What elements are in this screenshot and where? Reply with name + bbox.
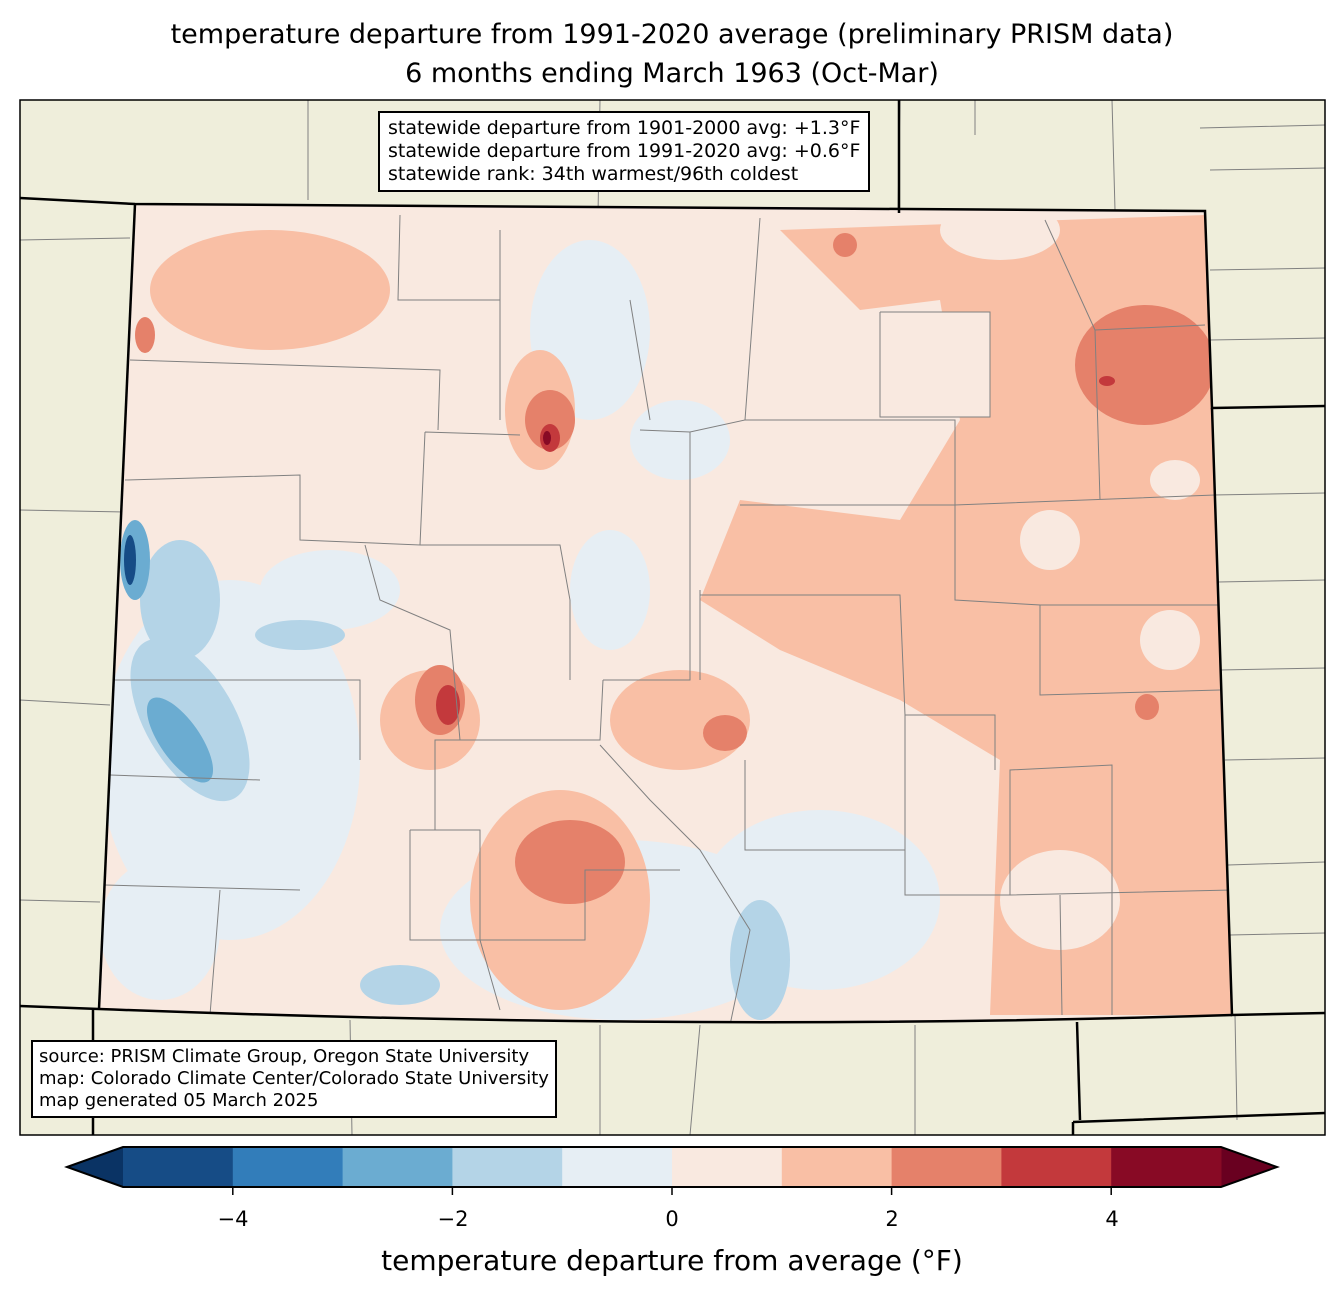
map-title-line1: temperature departure from 1991-2020 ave…	[170, 19, 1174, 50]
stat-departure-1901-2000: statewide departure from 1901-2000 avg: …	[388, 117, 861, 139]
colorbar-outline	[64, 1146, 1280, 1188]
colorbar-tick-label: 4	[1105, 1207, 1119, 1231]
temperature-departure-field	[99, 204, 1232, 1023]
statewide-stats-box: statewide departure from 1901-2000 avg: …	[378, 111, 871, 192]
colorbar-extend-high	[1221, 1147, 1277, 1187]
colorbar-extend-low	[67, 1147, 123, 1187]
colorbar-segment	[232, 1147, 344, 1187]
stat-rank: statewide rank: 34th warmest/96th coldes…	[388, 163, 799, 185]
map-frame	[19, 99, 1326, 1136]
colorbar	[64, 1146, 1280, 1195]
map-credit-line: map: Colorado Climate Center/Colorado St…	[39, 1068, 549, 1089]
colorbar-segment	[672, 1147, 783, 1187]
colorbar-segment	[562, 1147, 673, 1187]
colorbar-tick-label: −4	[217, 1207, 249, 1231]
colorbar-segment	[342, 1147, 453, 1187]
colorbar-tick-label: 0	[665, 1207, 679, 1231]
map-title-line2: 6 months ending March 1963 (Oct-Mar)	[405, 58, 939, 89]
colorbar-segment	[891, 1147, 1002, 1187]
generated-date-line: map generated 05 March 2025	[39, 1090, 319, 1111]
colorbar-segment	[1001, 1147, 1112, 1187]
colorbar-label: temperature departure from average (°F)	[381, 1244, 963, 1277]
county-lines	[104, 214, 1232, 1023]
colorbar-tick-label: 2	[885, 1207, 899, 1231]
colorbar-segment	[452, 1147, 563, 1187]
source-line: source: PRISM Climate Group, Oregon Stat…	[39, 1046, 530, 1067]
stat-departure-1991-2020: statewide departure from 1991-2020 avg: …	[388, 140, 861, 162]
source-box: source: PRISM Climate Group, Oregon Stat…	[31, 1040, 557, 1118]
state-borders	[19, 100, 1326, 1135]
colorbar-segment	[1111, 1147, 1222, 1187]
colorbar-tick-label: −2	[437, 1207, 469, 1231]
colorbar-segment	[781, 1147, 893, 1187]
colorbar-segment	[123, 1147, 234, 1187]
